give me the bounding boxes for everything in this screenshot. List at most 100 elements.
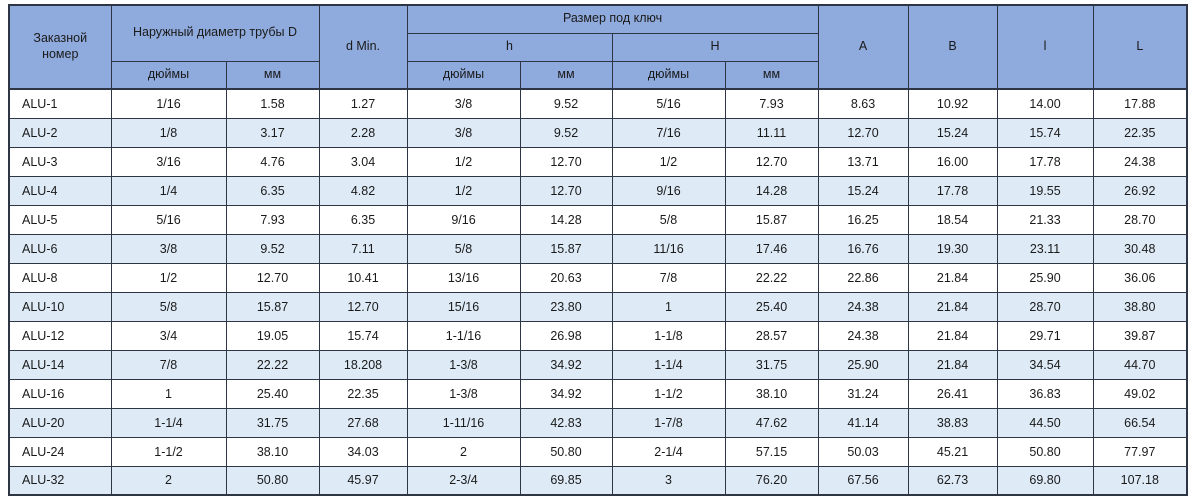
- value-cell: 17.78: [907, 175, 998, 206]
- value-cell: 14.28: [519, 204, 613, 235]
- header-h-inches: дюймы: [406, 60, 521, 90]
- value-cell: 3: [611, 465, 726, 496]
- value-cell: 1/2: [611, 146, 726, 177]
- value-cell: 5/16: [611, 88, 726, 119]
- value-cell: 29.71: [996, 320, 1094, 351]
- value-cell: 2-3/4: [406, 465, 521, 496]
- value-cell: 15.74: [318, 320, 408, 351]
- value-cell: 28.57: [724, 320, 819, 351]
- value-cell: 16.00: [907, 146, 998, 177]
- header-H-mm: мм: [724, 60, 819, 90]
- header-a: A: [817, 4, 909, 90]
- value-cell: 67.56: [817, 465, 909, 496]
- table-body: ALU-1 1/16 1.58 1.27 3/8 9.52 5/16 7.93 8.63 10.9…: [8, 88, 1188, 496]
- value-cell: 50.80: [519, 436, 613, 467]
- table-header: Заказной номер Наружный диаметр трубы D …: [8, 4, 1188, 90]
- value-cell: 36.83: [996, 378, 1094, 409]
- order-number-cell: ALU-1: [8, 88, 112, 119]
- value-cell: 50.80: [996, 436, 1094, 467]
- value-cell: 25.40: [724, 291, 819, 322]
- order-number-cell: ALU-5: [8, 204, 112, 235]
- value-cell: 77.97: [1092, 436, 1188, 467]
- value-cell: 22.35: [318, 378, 408, 409]
- table-row: ALU-12 3/4 19.05 15.74 1-1/16 26.98 1-1/8 28.57…: [8, 320, 1188, 351]
- value-cell: 12.70: [318, 291, 408, 322]
- value-cell: 9.52: [519, 88, 613, 119]
- order-number-cell: ALU-10: [8, 291, 112, 322]
- value-cell: 16.76: [817, 233, 909, 264]
- value-cell: 50.03: [817, 436, 909, 467]
- value-cell: 107.18: [1092, 465, 1188, 496]
- value-cell: 28.70: [1092, 204, 1188, 235]
- value-cell: 15.24: [907, 117, 998, 148]
- value-cell: 45.21: [907, 436, 998, 467]
- value-cell: 9/16: [611, 175, 726, 206]
- table-row: ALU-14 7/8 22.22 18.208 1-3/8 34.92 1-1/4 31.75…: [8, 349, 1188, 380]
- value-cell: 3/8: [406, 117, 521, 148]
- order-number-cell: ALU-20: [8, 407, 112, 438]
- value-cell: 21.84: [907, 291, 998, 322]
- table-row: ALU-2 1/8 3.17 2.28 3/8 9.52 7/16 11.11 12.70 15.…: [8, 117, 1188, 148]
- order-number-cell: ALU-6: [8, 233, 112, 264]
- table-row: ALU-4 1/4 6.35 4.82 1/2 12.70 9/16 14.28 15.24 17…: [8, 175, 1188, 206]
- value-cell: 12.70: [817, 117, 909, 148]
- value-cell: 2: [110, 465, 227, 496]
- value-cell: 31.24: [817, 378, 909, 409]
- header-d-mm: мм: [225, 60, 320, 90]
- value-cell: 11.11: [724, 117, 819, 148]
- value-cell: 50.80: [225, 465, 320, 496]
- value-cell: 21.84: [907, 262, 998, 293]
- value-cell: 11/16: [611, 233, 726, 264]
- value-cell: 20.63: [519, 262, 613, 293]
- value-cell: 38.10: [225, 436, 320, 467]
- value-cell: 49.02: [1092, 378, 1188, 409]
- value-cell: 6.35: [225, 175, 320, 206]
- value-cell: 3/4: [110, 320, 227, 351]
- value-cell: 3.04: [318, 146, 408, 177]
- value-cell: 1.27: [318, 88, 408, 119]
- value-cell: 9.52: [225, 233, 320, 264]
- value-cell: 41.14: [817, 407, 909, 438]
- value-cell: 38.83: [907, 407, 998, 438]
- table-row: ALU-3 3/16 4.76 3.04 1/2 12.70 1/2 12.70 13.71 16…: [8, 146, 1188, 177]
- value-cell: 24.38: [1092, 146, 1188, 177]
- value-cell: 15.87: [724, 204, 819, 235]
- value-cell: 26.92: [1092, 175, 1188, 206]
- table-row: ALU-16 1 25.40 22.35 1-3/8 34.92 1-1/2 38.10 31.…: [8, 378, 1188, 409]
- header-h-small: h: [406, 32, 613, 62]
- value-cell: 14.00: [996, 88, 1094, 119]
- value-cell: 45.97: [318, 465, 408, 496]
- header-outer-diameter: Наружный диаметр трубы D: [110, 4, 320, 62]
- value-cell: 34.54: [996, 349, 1094, 380]
- value-cell: 12.70: [724, 146, 819, 177]
- value-cell: 36.06: [1092, 262, 1188, 293]
- header-d-inches: дюймы: [110, 60, 227, 90]
- value-cell: 1-1/4: [110, 407, 227, 438]
- table-row: ALU-10 5/8 15.87 12.70 15/16 23.80 1 25.40 24.38…: [8, 291, 1188, 322]
- value-cell: 22.22: [225, 349, 320, 380]
- value-cell: 15.87: [225, 291, 320, 322]
- value-cell: 25.40: [225, 378, 320, 409]
- header-h-big: H: [611, 32, 819, 62]
- value-cell: 76.20: [724, 465, 819, 496]
- table-row: ALU-8 1/2 12.70 10.41 13/16 20.63 7/8 22.22 22.8…: [8, 262, 1188, 293]
- header-wrench-size: Размер под ключ: [406, 4, 819, 34]
- value-cell: 2.28: [318, 117, 408, 148]
- value-cell: 3.17: [225, 117, 320, 148]
- value-cell: 12.70: [519, 146, 613, 177]
- value-cell: 69.85: [519, 465, 613, 496]
- value-cell: 34.03: [318, 436, 408, 467]
- value-cell: 5/16: [110, 204, 227, 235]
- order-number-cell: ALU-8: [8, 262, 112, 293]
- header-l-small: l: [996, 4, 1094, 90]
- value-cell: 23.80: [519, 291, 613, 322]
- value-cell: 12.70: [519, 175, 613, 206]
- header-l-big: L: [1092, 4, 1188, 90]
- header-order-number: Заказной номер: [8, 4, 112, 90]
- value-cell: 31.75: [225, 407, 320, 438]
- order-number-cell: ALU-12: [8, 320, 112, 351]
- value-cell: 19.05: [225, 320, 320, 351]
- value-cell: 21.84: [907, 349, 998, 380]
- value-cell: 10.41: [318, 262, 408, 293]
